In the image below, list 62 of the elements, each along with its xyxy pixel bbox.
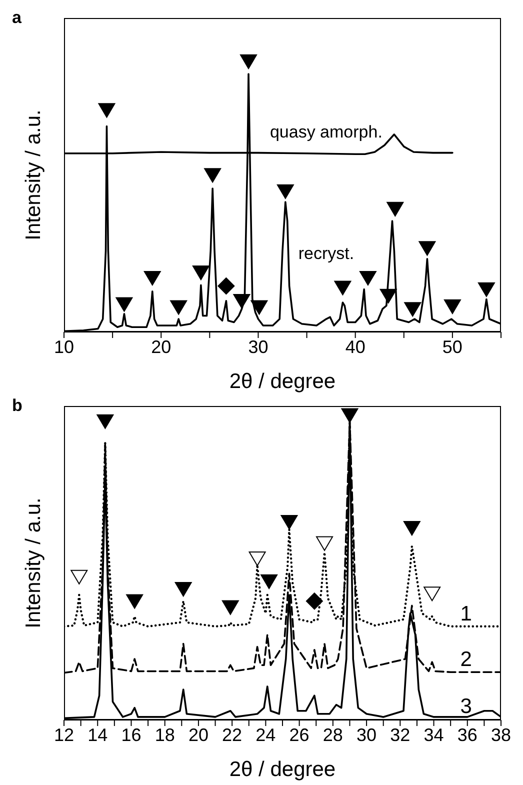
x-tick-label: 28 [322, 724, 343, 745]
y-axis-title: Intensity / a.u. [22, 110, 46, 240]
point [250, 300, 268, 315]
series-label: 1 [460, 602, 472, 626]
x-tick-label: 14 [88, 724, 108, 745]
point [116, 297, 133, 312]
x-tick-label: 30 [248, 336, 268, 357]
x-tick-label: 18 [154, 724, 175, 745]
series-label: 3 [460, 694, 472, 718]
series-label: 2 [460, 648, 472, 672]
point [478, 282, 495, 297]
x-tick-label: 22 [222, 724, 242, 745]
x-tick-label: 16 [121, 724, 142, 745]
x-tick-label: 38 [490, 724, 512, 745]
point [174, 582, 192, 597]
point [192, 266, 210, 280]
x-tick-label: 20 [188, 724, 208, 745]
point [233, 294, 250, 309]
x-axis-title: 2θ / degree [229, 758, 336, 781]
point [170, 300, 188, 315]
point [276, 184, 294, 199]
point [386, 202, 404, 217]
point [316, 536, 334, 551]
point [404, 302, 422, 317]
point [96, 414, 114, 429]
x-tick-label: 34 [424, 724, 444, 745]
y-axis-title: Intensity / a.u. [22, 498, 46, 628]
point [240, 54, 258, 70]
x-tick-label: 26 [289, 724, 310, 745]
x-tick-label: 10 [54, 336, 74, 357]
x-axis-title: 2θ / degree [229, 370, 336, 393]
point [306, 592, 323, 610]
x-tick-label: 12 [54, 724, 74, 745]
x-tick-label: 36 [457, 724, 478, 745]
point [380, 288, 397, 304]
point [126, 594, 144, 609]
point [334, 280, 352, 296]
series-label: quasy amorph. [270, 122, 382, 142]
x-tick-label: 20 [151, 336, 172, 357]
point [424, 586, 441, 602]
point [359, 270, 376, 286]
point [280, 514, 298, 530]
chart-title: b [12, 396, 22, 416]
point [248, 552, 266, 566]
x-tick-label: 30 [356, 724, 377, 745]
point [218, 277, 235, 294]
point [418, 241, 436, 256]
chart-title: a [12, 8, 22, 28]
x-tick-label: 32 [390, 724, 410, 745]
point [144, 270, 161, 286]
point [70, 570, 88, 584]
series-label: recryst. [298, 244, 354, 264]
point [204, 168, 222, 183]
point [341, 408, 358, 423]
point [222, 600, 239, 615]
x-tick-label: 24 [256, 724, 276, 745]
point [444, 299, 461, 314]
point [403, 521, 420, 536]
x-tick-label: 50 [442, 336, 462, 357]
point [98, 103, 116, 118]
x-tick-label: 40 [345, 336, 366, 357]
point [260, 574, 278, 589]
